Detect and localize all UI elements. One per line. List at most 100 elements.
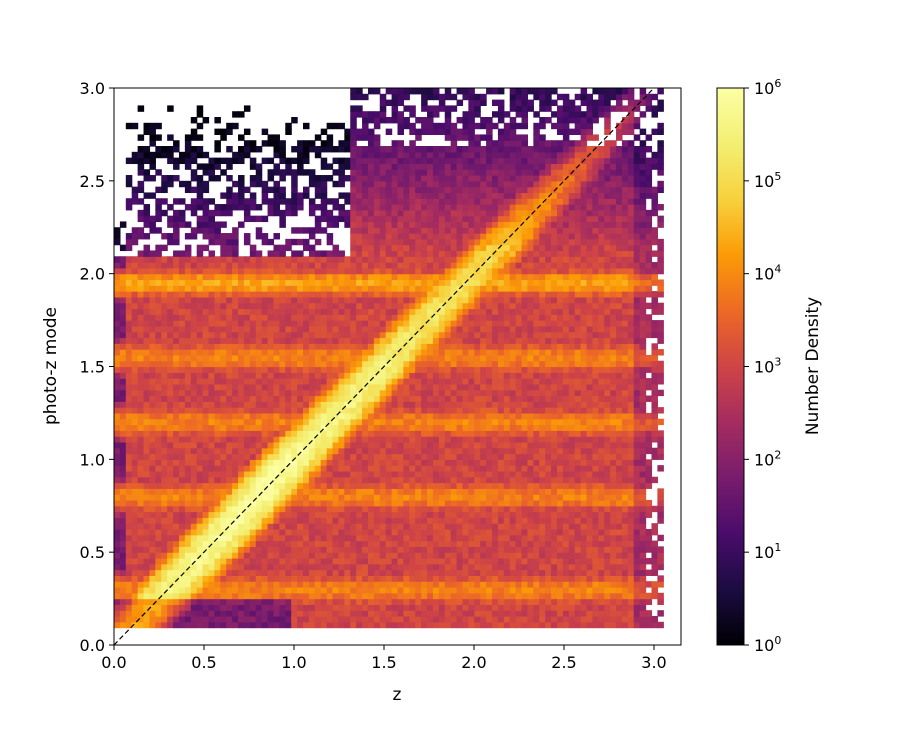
heatmap-cell [155,395,162,402]
heatmap-cell [297,401,304,408]
heatmap-cell [261,233,269,240]
heatmap-cell [438,418,446,426]
heatmap-cell [226,494,233,501]
heatmap-cell [184,349,192,356]
heatmap-cell [314,372,322,379]
heatmap-cell [344,604,351,611]
heatmap-cell [444,586,452,594]
heatmap-cell [167,296,174,304]
heatmap-cell [220,273,227,281]
heatmap-cell [149,128,156,136]
heatmap-cell [438,610,446,617]
heatmap-cell [137,511,145,518]
heatmap-cell [332,337,340,344]
heatmap-cell [415,349,422,356]
heatmap-cell [184,221,192,228]
heatmap-cell [391,285,399,292]
heatmap-cell [114,459,121,466]
heatmap-cell [356,279,363,286]
heatmap-cell [184,151,192,159]
heatmap-cell [314,343,322,350]
heatmap-cell [155,615,162,623]
heatmap-cell [456,267,464,275]
heatmap-cell [279,488,286,495]
heatmap-cell [403,279,410,286]
heatmap-cell [119,494,127,501]
heatmap-cell [190,546,198,553]
heatmap-cell [403,93,410,101]
heatmap-cell [415,552,422,559]
heatmap-cell [362,505,369,513]
heatmap-cell [356,621,363,629]
heatmap-cell [149,325,156,333]
heatmap-cell [137,604,145,611]
heatmap-cell [397,320,405,327]
heatmap-cell [267,140,275,147]
heatmap-cell [303,343,310,350]
heatmap-cell [373,227,381,234]
heatmap-cell [273,325,280,333]
heatmap-cell [119,308,127,315]
heatmap-cell [350,424,357,431]
heatmap-cell [344,331,351,339]
heatmap-cell [397,238,405,246]
heatmap-cell [421,302,428,310]
heatmap-cell [202,592,210,600]
heatmap-cell [220,343,227,350]
heatmap-cell [161,146,168,153]
heatmap-cell [314,180,322,188]
heatmap-cell [468,320,475,327]
heatmap-cell [314,285,322,292]
heatmap-cell [232,581,239,588]
heatmap-cell [279,569,286,576]
heatmap-cell [143,215,151,223]
heatmap-cell [125,308,133,315]
heatmap-cell [167,575,174,582]
heatmap-cell [220,569,227,576]
heatmap-cell [208,372,216,379]
heatmap-cell [208,198,216,205]
heatmap-cell [332,122,340,130]
heatmap-cell [474,523,481,530]
heatmap-cell [438,534,446,542]
heatmap-cell [409,111,416,118]
heatmap-cell [438,476,446,484]
heatmap-cell [155,198,162,205]
heatmap-cell [468,447,475,455]
heatmap-cell [403,418,410,426]
heatmap-cell [232,343,239,350]
heatmap-cell [303,546,310,553]
heatmap-cell [438,511,446,518]
heatmap-cell [214,285,221,292]
heatmap-cell [119,360,127,368]
heatmap-cell [261,557,269,565]
heatmap-cell [373,140,381,147]
heatmap-cell [267,198,275,205]
heatmap-cell [338,169,345,176]
heatmap-cell [367,244,375,252]
heatmap-cell [462,215,469,223]
heatmap-cell [279,604,286,611]
heatmap-cell [202,204,210,211]
heatmap-cell [338,343,345,350]
heatmap-cell [285,557,292,565]
heatmap-cell [438,337,446,344]
heatmap-cell [273,366,280,373]
heatmap-cell [403,169,410,176]
heatmap-cell [279,499,286,507]
heatmap-cell [196,314,204,321]
heatmap-cell [173,215,180,223]
heatmap-cell [119,610,127,617]
heatmap-cell [474,320,481,327]
heatmap-cell [137,157,145,165]
heatmap-cell [184,325,192,333]
heatmap-cell [326,349,334,356]
heatmap-cell [474,557,481,565]
heatmap-cell [214,401,221,408]
heatmap-cell [125,540,133,547]
heatmap-cell [474,186,481,194]
heatmap-cell [178,476,186,484]
heatmap-cell [344,598,351,605]
heatmap-cell [391,221,399,228]
heatmap-cell [450,134,458,141]
